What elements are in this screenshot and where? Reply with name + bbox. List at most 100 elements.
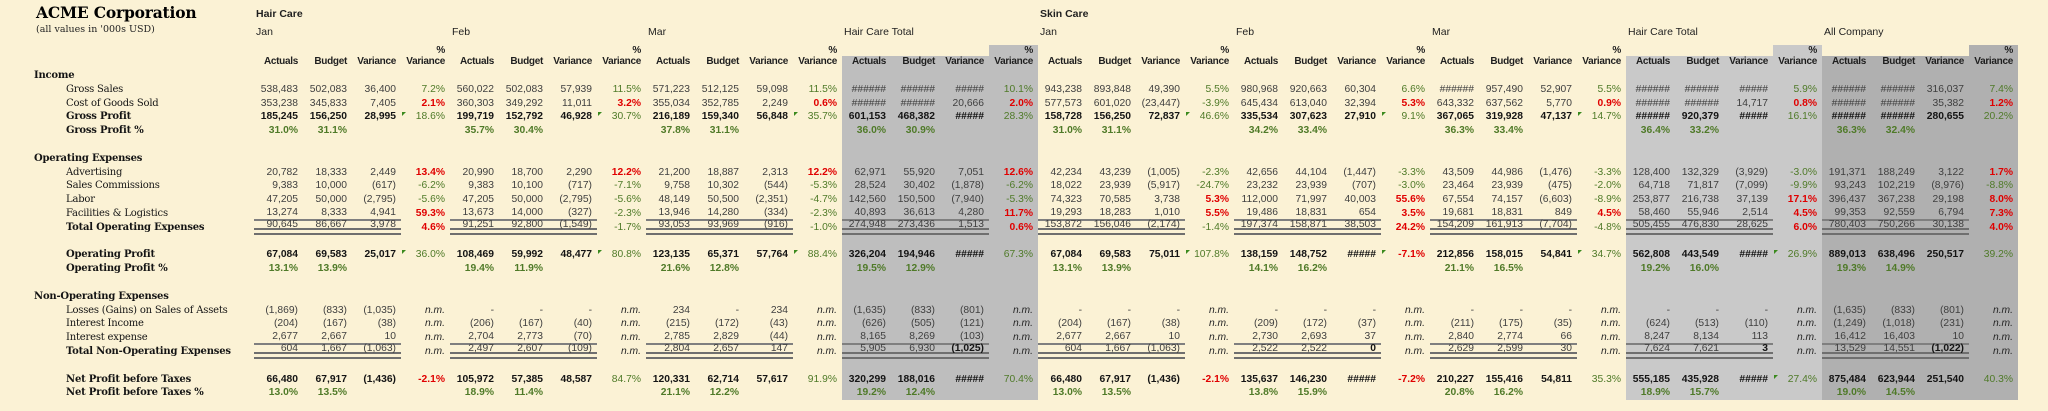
column-header[interactable]: Actuals — [1822, 56, 1871, 69]
cell[interactable]: 307,623 — [1289, 111, 1327, 123]
column-header[interactable]: Budget — [891, 56, 940, 69]
cell[interactable]: 3,978 — [352, 219, 401, 235]
cell[interactable]: n.m. — [1969, 344, 2018, 359]
cell[interactable]: 11.5% — [808, 83, 837, 95]
cell[interactable]: 16,403 — [1871, 331, 1920, 345]
cell[interactable]: (1,025) — [940, 343, 989, 359]
cell[interactable] — [744, 124, 793, 138]
cell[interactable]: -7.1% — [614, 180, 641, 192]
cell[interactable]: 251,540 — [1920, 372, 1969, 387]
cell[interactable]: 12.2% — [807, 166, 837, 178]
cell[interactable]: 74,323 — [1050, 194, 1083, 206]
cell[interactable]: 161,913 — [1479, 219, 1528, 235]
cell[interactable]: (37) — [1357, 318, 1376, 330]
cell[interactable]: 12.4% — [891, 386, 940, 401]
cell[interactable]: 6,794 — [1920, 206, 1969, 221]
cell[interactable]: 14,717 — [1724, 96, 1773, 111]
cell[interactable]: 9.1% — [1381, 110, 1430, 124]
cell[interactable]: 37 — [1332, 331, 1381, 345]
cell[interactable]: 28,625 — [1724, 219, 1773, 235]
column-header[interactable]: Actuals — [459, 56, 494, 67]
period-label[interactable]: All Company — [1824, 26, 1884, 38]
cell[interactable]: 2,290 — [566, 166, 592, 178]
cell[interactable]: (1,436) — [1147, 373, 1180, 385]
cell[interactable]: n.m. — [816, 318, 837, 330]
cell[interactable]: 33.2% — [1675, 124, 1724, 138]
cell[interactable]: 57,939 — [560, 83, 593, 95]
cell[interactable]: - — [1724, 303, 1773, 318]
cell[interactable]: 48,587 — [560, 373, 593, 385]
cell[interactable]: 18.9% — [1626, 386, 1675, 401]
cell[interactable]: 40.3% — [1969, 372, 2018, 387]
cell[interactable]: 7.4% — [1969, 82, 2018, 97]
cell[interactable]: n.m. — [1969, 317, 2018, 332]
cell[interactable]: (7,099) — [1724, 179, 1773, 194]
cell[interactable]: 159,340 — [701, 111, 739, 123]
column-header[interactable]: Actuals — [1243, 56, 1278, 67]
cell[interactable] — [940, 386, 989, 401]
cell[interactable]: 26.9% — [1773, 248, 1822, 263]
cell[interactable]: 2,657 — [695, 343, 744, 359]
section-label[interactable]: Income — [34, 70, 75, 81]
cell[interactable] — [1577, 124, 1626, 138]
cell[interactable]: 12.8% — [709, 263, 739, 275]
cell[interactable]: 360,303 — [456, 97, 494, 109]
cell[interactable]: - — [588, 304, 592, 316]
row-label[interactable]: Interest expense — [66, 332, 148, 344]
cell[interactable]: 3,738 — [1154, 194, 1180, 206]
cell[interactable]: 158,728 — [1044, 111, 1082, 123]
column-header[interactable]: Actuals — [1439, 56, 1474, 67]
cell[interactable]: (23,447) — [1141, 97, 1180, 109]
cell[interactable]: 2,629 — [1430, 343, 1479, 359]
cell[interactable]: 2,599 — [1479, 343, 1528, 359]
cell[interactable]: 571,223 — [652, 83, 690, 95]
column-header[interactable]: Budget — [706, 56, 739, 67]
cell[interactable]: 435,928 — [1675, 372, 1724, 387]
cell[interactable]: 12.9% — [891, 262, 940, 276]
cell[interactable]: 92,800 — [499, 219, 548, 235]
cell[interactable] — [1381, 124, 1430, 138]
cell[interactable]: (833) — [1871, 303, 1920, 318]
cell[interactable]: (35) — [1553, 318, 1572, 330]
cell[interactable]: (2,174) — [1136, 219, 1185, 235]
row-label[interactable]: Gross Sales — [66, 83, 124, 95]
column-header[interactable]: % Variance — [798, 45, 837, 67]
cell[interactable]: 316,037 — [1920, 82, 1969, 97]
cell[interactable]: 35,382 — [1920, 96, 1969, 111]
cell[interactable]: -2.0% — [1594, 180, 1621, 192]
cell[interactable]: 91,251 — [450, 219, 499, 235]
cell[interactable] — [1724, 262, 1773, 276]
cell[interactable]: 13.0% — [1052, 387, 1082, 399]
cell[interactable]: 0.8% — [1773, 96, 1822, 111]
cell[interactable]: 43,509 — [1442, 166, 1475, 178]
cell[interactable]: 39.2% — [1969, 248, 2018, 263]
cell[interactable]: 2,249 — [762, 97, 788, 109]
cell[interactable]: ###### — [1439, 83, 1474, 95]
cell[interactable]: (231) — [1920, 317, 1969, 332]
cell[interactable] — [989, 124, 1038, 138]
cell[interactable]: n.m. — [1404, 345, 1425, 357]
cell[interactable]: 11,011 — [562, 97, 592, 109]
cell[interactable]: 10,100 — [511, 180, 544, 192]
cell[interactable]: 355,034 — [652, 97, 690, 109]
cell[interactable] — [1136, 262, 1185, 276]
cell[interactable]: n.m. — [989, 344, 1038, 359]
row-label[interactable]: Gross Profit — [66, 111, 131, 123]
cell[interactable]: 645,434 — [1240, 97, 1278, 109]
cell[interactable] — [597, 386, 646, 400]
cell[interactable]: 2,730 — [1234, 331, 1283, 345]
cell[interactable]: (505) — [891, 317, 940, 332]
cell[interactable]: 123,135 — [652, 249, 690, 261]
cell[interactable]: (7,704) — [1528, 219, 1577, 235]
cell[interactable]: 120,331 — [652, 373, 690, 385]
cell[interactable]: (8,976) — [1920, 179, 1969, 194]
cell[interactable]: 36.0% — [842, 124, 891, 138]
cell[interactable] — [1381, 386, 1430, 400]
cell[interactable]: 18,333 — [315, 166, 348, 178]
period-label[interactable]: Feb — [452, 26, 471, 38]
row-label[interactable]: Operating Profit — [66, 249, 155, 261]
cell[interactable]: 185,245 — [260, 111, 298, 123]
cell[interactable]: 0.9% — [1597, 97, 1621, 109]
cell[interactable]: 980,968 — [1240, 83, 1278, 95]
cell[interactable]: 2,522 — [1283, 343, 1332, 359]
